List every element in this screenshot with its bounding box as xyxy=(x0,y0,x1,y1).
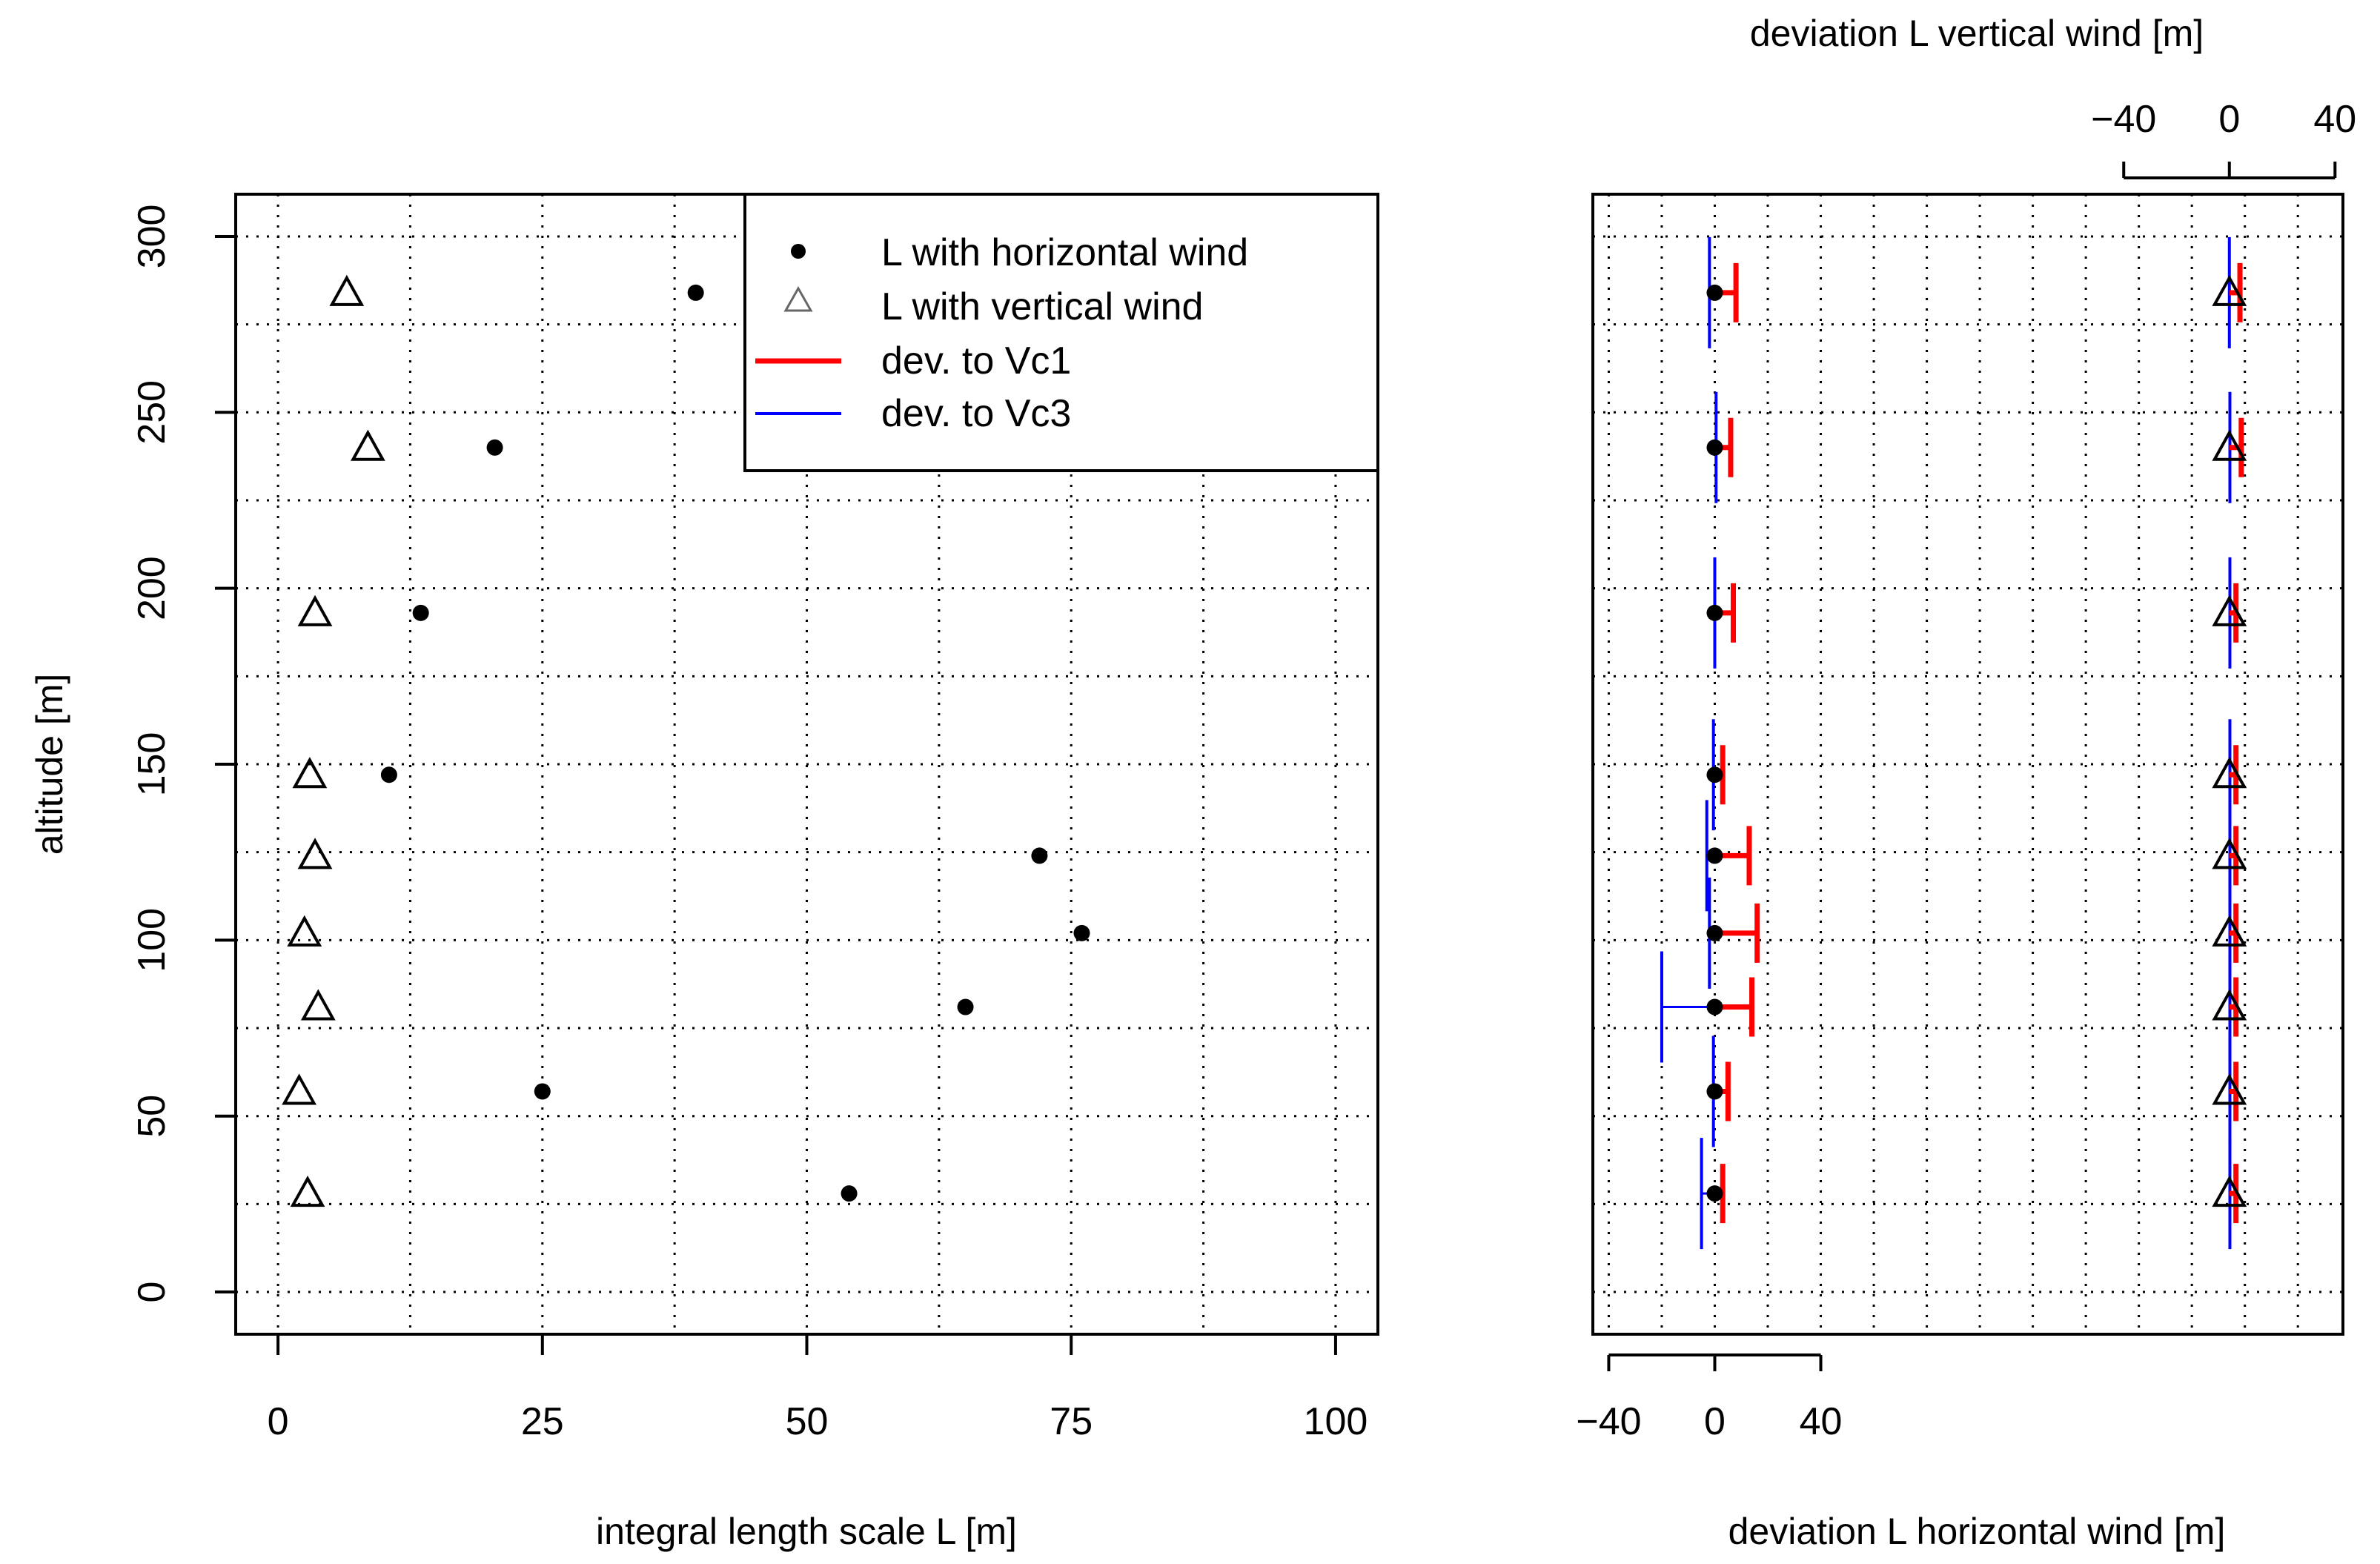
point-horizontal-wind xyxy=(1073,924,1090,941)
y-axis-label: altitude [m] xyxy=(29,674,70,855)
legend-label-vc1: dev. to Vc1 xyxy=(881,339,1071,382)
center-point-horizontal xyxy=(1706,847,1723,864)
point-vertical-wind xyxy=(300,989,336,1021)
center-point-horizontal xyxy=(1706,284,1723,301)
point-horizontal-wind xyxy=(687,284,704,301)
center-point-vertical xyxy=(2212,274,2247,306)
point-vertical-wind xyxy=(297,594,333,626)
center-point-vertical xyxy=(2212,838,2247,869)
y-tick-label: 200 xyxy=(130,556,173,620)
x-tick-label-right-top: 0 xyxy=(2218,98,2240,141)
center-point-horizontal xyxy=(1706,1083,1723,1100)
x-tick-label-right-bottom: 0 xyxy=(1704,1400,1726,1443)
y-tick-label: 150 xyxy=(130,732,173,797)
legend: L with horizontal wind L with vertical w… xyxy=(743,193,1379,472)
point-horizontal-wind xyxy=(1031,847,1048,864)
center-point-horizontal xyxy=(1706,766,1723,783)
right-panel: −40 0 40 −40 0 40 deviation L horizontal wind… xyxy=(1576,13,2356,1552)
legend-label-horizontal: L with horizontal wind xyxy=(881,231,1248,274)
point-vertical-wind xyxy=(350,429,385,461)
y-tick-label: 50 xyxy=(130,1095,173,1138)
x-tick-label: 0 xyxy=(268,1400,289,1443)
center-point-vertical xyxy=(2212,915,2247,947)
center-point-horizontal xyxy=(1706,998,1723,1015)
x-tick-label: 50 xyxy=(786,1400,829,1443)
point-vertical-wind xyxy=(329,274,365,306)
center-point-vertical xyxy=(2212,594,2247,626)
point-horizontal-wind xyxy=(841,1185,858,1202)
right-grid xyxy=(1593,194,2343,1334)
x-tick-label-right-top: −40 xyxy=(2091,98,2156,141)
legend-symbol-horizontal xyxy=(791,244,806,259)
x-tick-label-right-bottom: 40 xyxy=(1800,1400,1843,1443)
x-tick-label: 25 xyxy=(521,1400,564,1443)
center-point-horizontal xyxy=(1706,1185,1723,1202)
y-tick-label: 300 xyxy=(130,205,173,269)
x-tick-label: 100 xyxy=(1304,1400,1368,1443)
point-vertical-wind xyxy=(297,838,333,869)
point-horizontal-wind xyxy=(534,1083,551,1100)
center-point-vertical xyxy=(2212,429,2247,461)
center-point-horizontal xyxy=(1706,439,1723,456)
x-axis-label-right-top: deviation L vertical wind [m] xyxy=(1750,13,2204,54)
x-tick-label-right-top: 40 xyxy=(2313,98,2356,141)
center-point-vertical xyxy=(2212,1073,2247,1105)
center-point-horizontal xyxy=(1706,604,1723,621)
point-horizontal-wind xyxy=(486,439,503,456)
right-marks xyxy=(1660,236,2247,1250)
y-tick-label: 0 xyxy=(130,1282,173,1303)
point-vertical-wind xyxy=(287,915,322,947)
right-plot-frame xyxy=(1591,193,2344,1336)
center-point-vertical xyxy=(2212,1176,2247,1207)
center-point-vertical xyxy=(2212,757,2247,789)
x-tick-label: 75 xyxy=(1050,1400,1093,1443)
left-marks xyxy=(282,274,1090,1207)
legend-symbol-vertical xyxy=(783,285,813,312)
point-horizontal-wind xyxy=(957,998,974,1015)
point-vertical-wind xyxy=(290,1176,325,1207)
left-panel: 0 25 50 75 100 0 50 100 150 200 250 300 integral le… xyxy=(29,193,1379,1552)
legend-label-vertical: L with vertical wind xyxy=(881,285,1203,328)
y-tick-label: 250 xyxy=(130,380,173,445)
center-point-horizontal xyxy=(1706,924,1723,941)
right-axes: −40 0 40 −40 0 40 xyxy=(1576,98,2356,1443)
x-axis-label-right-bottom: deviation L horizontal wind [m] xyxy=(1728,1511,2226,1552)
legend-label-vc3: dev. to Vc3 xyxy=(881,392,1071,435)
x-axis-label-left: integral length scale L [m] xyxy=(596,1511,1017,1552)
legend-box xyxy=(743,193,1379,472)
y-tick-label: 100 xyxy=(130,908,173,972)
left-axes: 0 25 50 75 100 0 50 100 150 200 250 300 xyxy=(130,205,1368,1443)
point-horizontal-wind xyxy=(412,604,429,621)
point-vertical-wind xyxy=(292,757,328,789)
point-vertical-wind xyxy=(282,1073,317,1105)
x-tick-label-right-bottom: −40 xyxy=(1576,1400,1641,1443)
center-point-vertical xyxy=(2212,989,2247,1021)
point-horizontal-wind xyxy=(380,766,397,783)
